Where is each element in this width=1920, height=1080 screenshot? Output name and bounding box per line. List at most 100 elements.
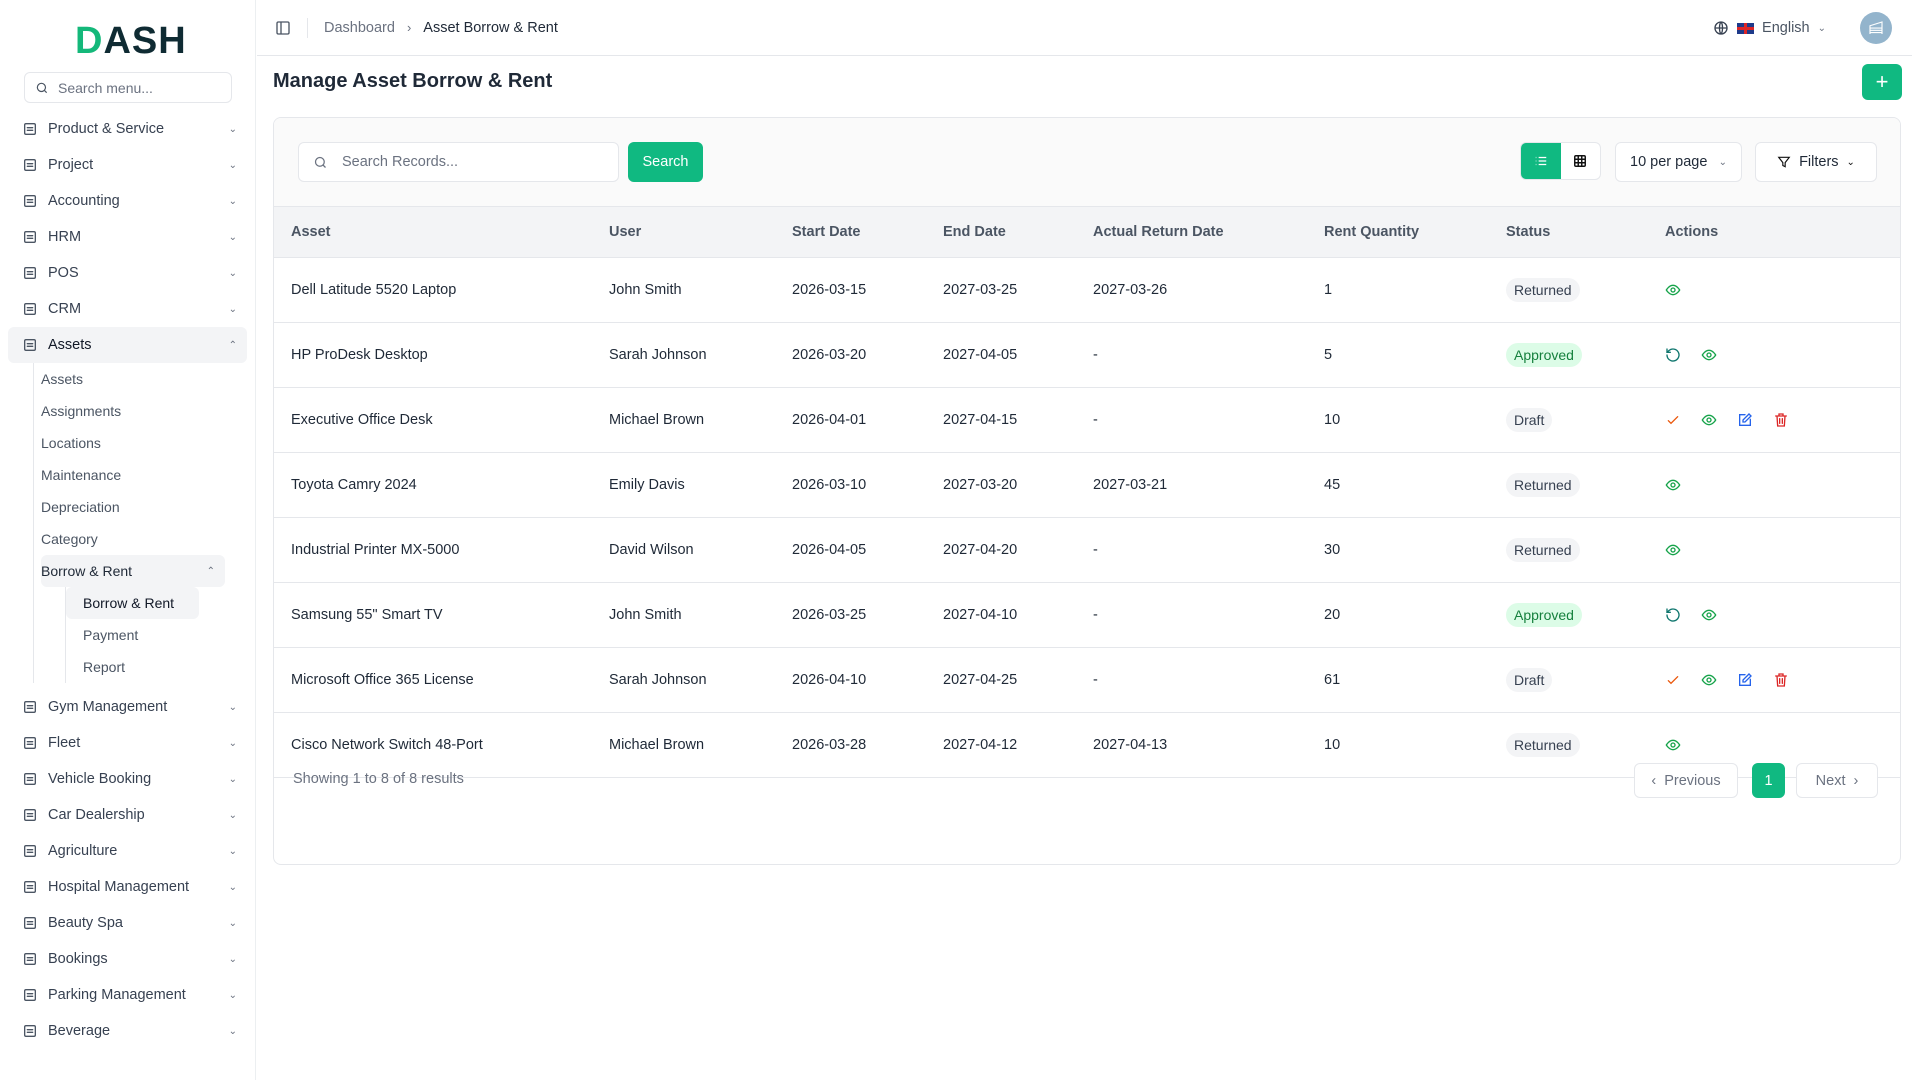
list-view-button[interactable] — [1521, 143, 1561, 179]
eye-icon[interactable] — [1701, 347, 1717, 363]
sidebar-item-beauty-spa[interactable]: Beauty Spa ⌄ — [8, 905, 247, 941]
sidebar-item-gym-management[interactable]: Gym Management ⌄ — [8, 689, 247, 725]
menu-search-input[interactable]: Search menu... — [24, 72, 232, 103]
breadcrumb-current: Asset Borrow & Rent — [423, 19, 558, 36]
cell-user: John Smith — [609, 582, 792, 648]
sidebar-item-vehicle-booking[interactable]: Vehicle Booking ⌄ — [8, 761, 247, 797]
grid-icon — [1574, 155, 1587, 167]
next-button[interactable]: Next › — [1796, 763, 1878, 798]
eye-icon[interactable] — [1665, 542, 1681, 558]
submenu-item[interactable]: Depreciation — [41, 499, 120, 515]
search-placeholder: Search Records... — [342, 154, 459, 170]
table-row: Microsoft Office 365 License Sarah Johnso… — [274, 647, 1900, 713]
sidebar-toggle-icon[interactable] — [275, 20, 291, 36]
users-icon — [22, 229, 38, 245]
cell-actions — [1665, 582, 1900, 648]
globe-icon — [1714, 21, 1728, 35]
cell-qty: 61 — [1324, 647, 1506, 713]
sidebar-item-agriculture[interactable]: Agriculture ⌄ — [8, 833, 247, 869]
language-selector[interactable]: English ⌄ — [1713, 20, 1826, 36]
submenu-item[interactable]: Locations — [41, 435, 101, 451]
records-table: Asset User Start Date End Date Actual Return… — [274, 207, 1900, 778]
trash-icon[interactable] — [1773, 412, 1789, 428]
results-summary: Showing 1 to 8 of 8 results — [293, 771, 464, 787]
logo[interactable]: DASH — [75, 20, 187, 62]
eye-icon[interactable] — [1701, 672, 1717, 688]
submenu-item[interactable]: Maintenance — [41, 467, 122, 483]
sidebar-item-hospital-management[interactable]: Hospital Management ⌄ — [8, 869, 247, 905]
submenu-item[interactable]: Payment — [83, 627, 139, 643]
submenu-item[interactable]: Category — [41, 531, 98, 547]
sidebar-item-beverage[interactable]: Beverage ⌄ — [8, 1013, 247, 1049]
previous-button[interactable]: ‹ Previous — [1634, 763, 1738, 798]
sidebar-item-parking-management[interactable]: Parking Management ⌄ — [8, 977, 247, 1013]
sidebar-item-product-service[interactable]: Product & Service ⌄ — [8, 111, 247, 147]
chevron-down-icon: ⌄ — [228, 809, 237, 821]
borrow-rent-submenu: Borrow & Rent Payment Report — [65, 587, 255, 683]
eye-icon[interactable] — [1701, 607, 1717, 623]
sidebar-item-hrm[interactable]: HRM ⌄ — [8, 219, 247, 255]
sidebar-item-label: CRM — [48, 301, 82, 317]
search-records-input[interactable]: Search Records... — [298, 142, 619, 182]
sidebar-item-label: Product & Service — [48, 121, 165, 137]
cell-qty: 10 — [1324, 712, 1506, 778]
sidebar-item-project[interactable]: Project ⌄ — [8, 147, 247, 183]
eye-icon[interactable] — [1665, 477, 1681, 493]
breadcrumb-dashboard[interactable]: Dashboard — [324, 19, 395, 36]
table-row: Toyota Camry 2024 Emily Davis 2026-03-10 20… — [274, 452, 1900, 518]
sidebar-item-crm[interactable]: CRM ⌄ — [8, 291, 247, 327]
search-icon — [314, 156, 326, 168]
chevron-left-icon: ‹ — [1651, 772, 1657, 789]
tractor-icon — [22, 843, 38, 859]
page-1-button[interactable]: 1 — [1752, 763, 1785, 798]
rotate-icon[interactable] — [1665, 607, 1681, 623]
sidebar-item-car-dealership[interactable]: Car Dealership ⌄ — [8, 797, 247, 833]
rotate-icon[interactable] — [1665, 347, 1681, 363]
submenu-item[interactable]: Assets — [41, 371, 84, 387]
add-button[interactable]: + — [1862, 64, 1902, 100]
edit-icon[interactable] — [1737, 672, 1753, 688]
language-label: English — [1762, 20, 1810, 36]
check-icon[interactable] — [1665, 412, 1681, 428]
building-icon — [22, 337, 38, 353]
filters-button[interactable]: Filters ⌄ — [1755, 142, 1877, 182]
sidebar-item-pos[interactable]: POS ⌄ — [8, 255, 247, 291]
grid-view-button[interactable] — [1561, 143, 1601, 179]
eye-icon[interactable] — [1701, 412, 1717, 428]
sidebar-item-fleet[interactable]: Fleet ⌄ — [8, 725, 247, 761]
table-row: Dell Latitude 5520 Laptop John Smith 2026-… — [274, 257, 1900, 323]
cell-actions — [1665, 257, 1900, 323]
sidebar-item-label: HRM — [48, 229, 82, 245]
cell-end: 2027-03-20 — [943, 452, 1093, 518]
per-page-select[interactable]: 10 per page ⌄ — [1615, 142, 1742, 182]
sidebar-item-accounting[interactable]: Accounting ⌄ — [8, 183, 247, 219]
submenu-item[interactable]: Assignments — [41, 403, 122, 419]
avatar[interactable] — [1860, 12, 1892, 44]
cell-start: 2026-03-10 — [792, 452, 943, 518]
sidebar-item-bookings[interactable]: Bookings ⌄ — [8, 941, 247, 977]
submenu-borrow-rent[interactable]: Borrow & Rent ⌃ — [41, 555, 225, 587]
eye-icon[interactable] — [1665, 737, 1681, 753]
filter-icon — [1777, 156, 1791, 168]
chevron-down-icon: ⌄ — [228, 159, 237, 171]
status-badge: Draft — [1506, 407, 1553, 432]
status-badge: Returned — [1506, 732, 1580, 757]
table-footer: Showing 1 to 8 of 8 results ‹ Previous 1 … — [274, 746, 1900, 816]
submenu-item[interactable]: Borrow & Rent — [66, 587, 199, 619]
sidebar: DASH Search menu... Purchase⌄Product & S… — [0, 0, 256, 1080]
eye-icon[interactable] — [1665, 282, 1681, 298]
edit-icon[interactable] — [1737, 412, 1753, 428]
folder-icon — [22, 157, 38, 173]
submenu-item[interactable]: Report — [83, 659, 126, 675]
check-icon[interactable] — [1665, 672, 1681, 688]
search-button[interactable]: Search — [628, 142, 703, 182]
cell-qty: 10 — [1324, 387, 1506, 453]
cell-user: David Wilson — [609, 517, 792, 583]
status-badge: Returned — [1506, 537, 1580, 562]
trash-icon[interactable] — [1773, 672, 1789, 688]
sidebar-item-assets[interactable]: Assets ⌃ — [8, 327, 247, 363]
cell-actions — [1665, 322, 1900, 388]
chevron-down-icon: ⌄ — [228, 881, 237, 893]
cell-qty: 20 — [1324, 582, 1506, 648]
menu-search-placeholder: Search menu... — [58, 79, 153, 96]
